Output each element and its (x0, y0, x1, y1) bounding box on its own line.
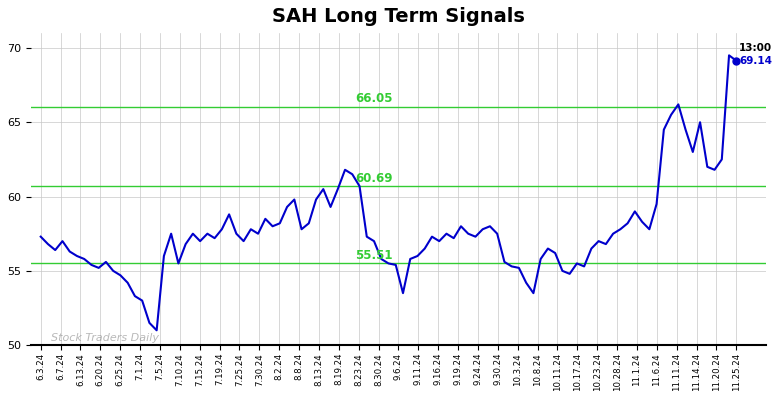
Text: Stock Traders Daily: Stock Traders Daily (51, 334, 158, 343)
Text: 13:00: 13:00 (739, 43, 772, 53)
Text: 69.14: 69.14 (739, 56, 772, 66)
Text: 60.69: 60.69 (355, 172, 393, 185)
Text: 55.51: 55.51 (355, 249, 393, 262)
Title: SAH Long Term Signals: SAH Long Term Signals (272, 7, 524, 26)
Text: 66.05: 66.05 (355, 92, 393, 105)
